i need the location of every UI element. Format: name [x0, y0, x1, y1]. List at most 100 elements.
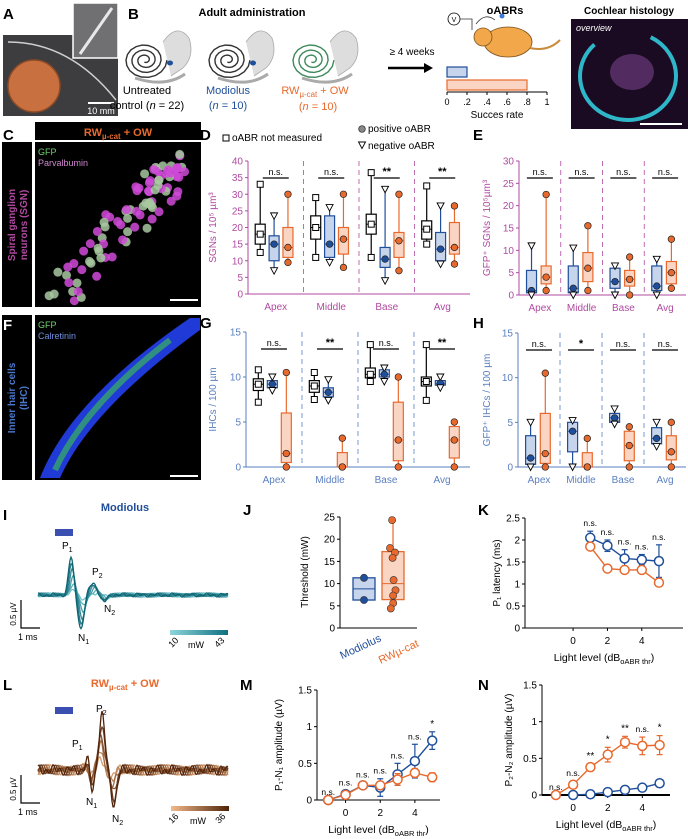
- significance-label: n.s.: [658, 339, 673, 349]
- x-tick-label: 0: [570, 803, 576, 814]
- peak-label-n2: N2​: [112, 814, 123, 827]
- y-tick-label: 1: [531, 717, 537, 728]
- text-part: ): [425, 824, 429, 836]
- x-tick-label: 2: [377, 808, 383, 819]
- significance-label: n.s.: [583, 518, 597, 528]
- data-point: [380, 370, 388, 378]
- bar-1: [446, 79, 528, 91]
- data-point: [367, 220, 375, 228]
- side-label-box: [2, 142, 32, 307]
- text-part: N: [78, 633, 85, 644]
- data-point: [380, 185, 390, 194]
- box-modiolus: [268, 235, 280, 262]
- data-point-rw: [653, 577, 665, 588]
- photo-microcatheter: 10 mm: [3, 2, 119, 116]
- stain-parvalbumin: Parvalbumin: [38, 158, 88, 168]
- data-point: [569, 244, 578, 253]
- legend-square-icon: [222, 134, 230, 142]
- arrowhead-icon: [424, 63, 433, 73]
- group-n-control: control (n = 22): [110, 100, 184, 112]
- significance-label: n.s.: [658, 167, 673, 177]
- data-point-rw: [585, 761, 596, 773]
- scale-voltage-label: 0.5 µV: [9, 777, 18, 801]
- y-tick-label: 15: [324, 557, 336, 568]
- colorbar-unit: mW: [188, 640, 204, 650]
- text-part: + OW: [317, 85, 349, 97]
- data-point: [338, 434, 346, 442]
- data-point-rw: [392, 774, 403, 785]
- y-axis-label: P₂-N₂ amplitude (µV): [504, 694, 515, 787]
- y-tick-label: 0.5: [523, 754, 537, 765]
- data-point: [653, 282, 661, 290]
- trace-5: [37, 555, 229, 630]
- x-axis-label: Light level (dBoABR thr): [554, 652, 654, 666]
- y-tick-label: 35: [232, 173, 244, 184]
- colorbar-max: 43: [212, 635, 226, 649]
- legend-not-measured: oABR not measured: [232, 133, 322, 144]
- box-rw: [280, 412, 292, 464]
- success-rate-chart: 0 .2 .4 .6 .8 1 Succes rate: [444, 66, 550, 121]
- x-tick-label: 4: [640, 803, 646, 814]
- significance-label: *: [606, 734, 610, 745]
- category-label: Base: [612, 475, 635, 486]
- colorbar-min: 16: [166, 811, 180, 825]
- significance-label: n.s.: [267, 338, 282, 348]
- significance-label: n.s.: [635, 542, 649, 552]
- x-axis-label: Succes rate: [471, 110, 524, 121]
- chart-D: 0 5 10 15 20 25 30 35 40 SGNs / 10⁵ µm³ Apex n.s. Mi…: [208, 157, 470, 313]
- significance-label: n.s.: [321, 787, 335, 797]
- data-point: [254, 366, 262, 374]
- y-tick-label: 0: [508, 291, 514, 302]
- peak-label-p2: P2​: [92, 567, 103, 580]
- chart-N: 0 0.5 1 1.5 0 2 4 P₂-N₂ amplitude (µV) Light lev…: [504, 681, 670, 833]
- y-tick-label: 0: [237, 290, 243, 301]
- panel-b-title: Adult administration: [199, 7, 306, 19]
- panel-label-f: F: [3, 317, 12, 334]
- data-point: [436, 384, 445, 393]
- category-label: Apex: [264, 302, 287, 313]
- data-point: [284, 243, 292, 252]
- significance-label: *: [658, 723, 662, 734]
- overview-label: overview: [576, 23, 612, 33]
- data-point: [339, 235, 348, 243]
- text-part: RW: [84, 127, 103, 139]
- significance-label: n.s.: [339, 777, 353, 787]
- y-tick-label: 10: [324, 579, 336, 590]
- significance-label: n.s.: [373, 766, 387, 776]
- x-tick-label: 2: [605, 803, 611, 814]
- data-point-modiolus: [654, 778, 665, 789]
- data-point: [268, 380, 276, 388]
- legend-circle-icon: [358, 125, 366, 133]
- text-part: RW: [91, 678, 110, 690]
- data-point-rw: [409, 767, 421, 779]
- data-point: [584, 222, 592, 230]
- x-tick-label: .6: [503, 97, 511, 107]
- data-point: [395, 237, 403, 245]
- data-point: [625, 253, 634, 261]
- data-point: [583, 434, 591, 443]
- data-point-modiolus: [602, 786, 613, 798]
- significance-label: n.s.: [356, 769, 370, 779]
- panel-label-d: D: [200, 127, 211, 144]
- box-rw: [448, 221, 461, 255]
- data-point: [367, 169, 375, 177]
- oabr-traces-rw: [37, 710, 229, 808]
- data-point-rw: [374, 780, 386, 791]
- data-point: [269, 267, 279, 276]
- text-part: ): [653, 819, 657, 831]
- data-point: [256, 230, 264, 238]
- data-point: [625, 423, 633, 431]
- y-tick-label: 15: [232, 240, 244, 251]
- category-label: Avg: [433, 475, 450, 486]
- data-point: [270, 240, 278, 248]
- significance-label: *: [430, 719, 434, 730]
- box-modiolus: [323, 215, 336, 259]
- category-label: Base: [375, 475, 398, 486]
- data-point: [450, 436, 458, 444]
- category-label: Middle: [566, 475, 596, 486]
- y-tick-label: 2.5: [506, 514, 520, 525]
- data-point: [282, 449, 290, 458]
- data-point-modiolus: [637, 782, 648, 793]
- significance-label: *: [579, 338, 584, 350]
